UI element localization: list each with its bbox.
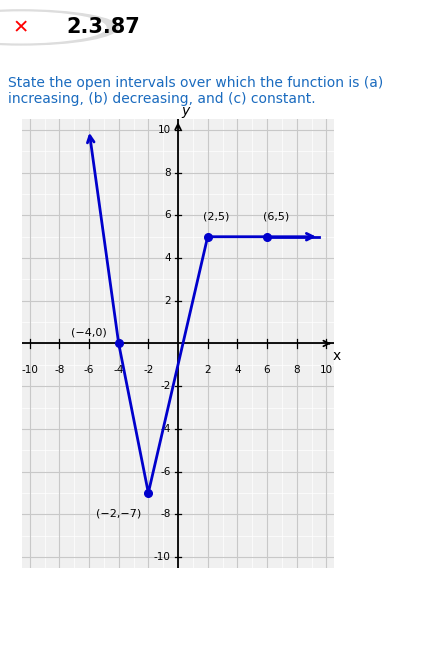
Circle shape (0, 10, 118, 45)
Text: 10: 10 (320, 365, 333, 375)
Text: (−2,−7): (−2,−7) (97, 508, 142, 519)
Text: -4: -4 (113, 365, 124, 375)
Text: x: x (332, 350, 341, 363)
Text: -10: -10 (154, 552, 170, 562)
Text: 4: 4 (234, 365, 241, 375)
Text: 6: 6 (164, 210, 170, 221)
Text: 6: 6 (264, 365, 270, 375)
Text: ✕: ✕ (13, 18, 29, 37)
Text: -6: -6 (84, 365, 94, 375)
Text: -4: -4 (160, 424, 170, 434)
Text: 2: 2 (204, 365, 211, 375)
Text: -2: -2 (143, 365, 154, 375)
Text: -8: -8 (54, 365, 65, 375)
Text: -6: -6 (160, 466, 170, 477)
Text: 8: 8 (164, 168, 170, 177)
Text: 2: 2 (164, 296, 170, 306)
Text: State the open intervals over which the function is (a)
increasing, (b) decreasi: State the open intervals over which the … (8, 76, 383, 106)
Text: 4: 4 (164, 253, 170, 263)
Text: (6,5): (6,5) (263, 212, 289, 222)
Text: (−4,0): (−4,0) (71, 327, 107, 337)
Text: 2.3.87: 2.3.87 (67, 17, 140, 37)
Text: (2,5): (2,5) (203, 212, 230, 222)
Text: 8: 8 (293, 365, 300, 375)
Text: -2: -2 (160, 381, 170, 391)
Text: -10: -10 (21, 365, 38, 375)
Text: -8: -8 (160, 510, 170, 519)
Text: 10: 10 (158, 125, 170, 135)
Text: y: y (181, 104, 190, 118)
Circle shape (0, 12, 106, 43)
